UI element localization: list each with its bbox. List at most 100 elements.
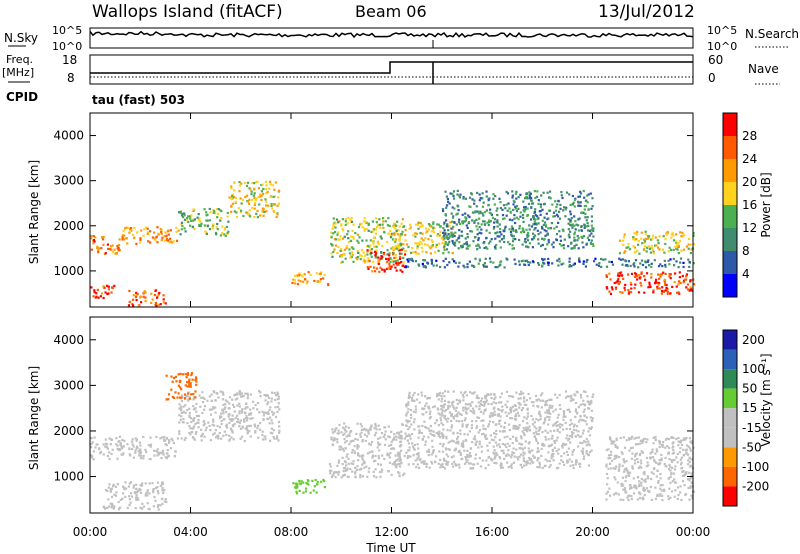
velocity-echo-cell [527,392,530,396]
power-echo-cell [456,193,459,196]
velocity-echo-cell [655,475,658,478]
velocity-echo-cell [658,446,661,449]
power-echo-cell [515,230,518,233]
power-echo-cell [636,278,639,281]
velocity-echo-cell [142,505,146,508]
velocity-echo-cell [266,412,269,415]
power-echo-cell [687,258,690,261]
freq-label-line2: [MHz] [2,66,34,79]
velocity-echo-cell [179,418,182,421]
power-echo-cell [219,209,222,212]
velocity-echo-cell [690,440,693,443]
velocity-echo-cell [266,394,269,397]
velocity-echo-cell [621,483,624,486]
velocity-echo-cell [676,452,679,456]
power-echo-cell [472,240,475,243]
power-echo-cell [206,219,209,222]
velocity-echo-cell [525,403,528,406]
power-echo-cell [624,264,627,267]
power-echo-cell [444,257,447,260]
power-echo-cell [569,242,573,245]
power-echo-cell [600,257,603,261]
power-echo-cell [399,242,402,245]
noise-right-tick-top: 10^5 [707,24,737,37]
velocity-echo-cell [276,391,279,394]
power-echo-cell [692,243,695,246]
power-echo-cell [392,246,395,249]
velocity-echo-cell [116,483,119,486]
power-echo-cell [458,194,461,197]
power-echo-cell [586,258,589,262]
velocity-echo-cell [428,417,431,420]
velocity-echo-cell [148,508,151,511]
power-echo-cell [299,280,302,283]
velocity-echo-cell [614,445,617,448]
power-echo-cell [231,194,234,198]
power-echo-cell [617,278,620,281]
velocity-echo-cell [546,409,549,412]
velocity-echo-cell [588,444,591,447]
power-echo-cell [215,233,218,236]
velocity-echo-cell [261,430,264,433]
power-echo-cell [615,281,618,284]
velocity-echo-cell [387,435,390,438]
velocity-echo-cell [443,399,446,402]
velocity-echo-cell [159,451,162,454]
velocity-echo-cell [371,450,374,453]
power-echo-cell [261,183,264,186]
power-echo-cell [555,233,559,236]
power-echo-cell [150,292,153,295]
velocity-echo-cell [682,448,685,451]
velocity-echo-cell [345,455,348,458]
velocity-echo-cell [244,417,248,420]
velocity-echo-cell [139,484,142,487]
velocity-echo-cell [337,429,340,432]
power-echo-cell [648,283,651,286]
velocity-echo-cell [90,437,93,440]
velocity-echo-cell [139,454,143,457]
power-echo-cell [668,273,671,276]
velocity-echo-cell [426,396,430,400]
velocity-echo-cell [427,454,430,457]
power-echo-cell [507,202,510,205]
velocity-echo-cell [508,395,511,398]
power-echo-cell [398,255,402,258]
power-echo-cell [475,244,478,247]
velocity-echo-cell [464,403,467,406]
power-echo-cell [488,197,491,200]
velocity-echo-cell [456,435,460,438]
velocity-echo-cell [609,456,612,460]
velocity-echo-cell [513,455,516,458]
velocity-echo-cell [570,422,573,425]
velocity-echo-cell [240,435,244,438]
power-echo-cell [511,219,514,222]
velocity-echo-cell [504,421,507,424]
velocity-echo-cell [465,461,468,464]
power-echo-cell [541,264,544,267]
power-echo-cell [181,224,184,228]
velocity-echo-cell [99,450,103,453]
velocity-echo-cell [218,431,221,435]
velocity-echo-cell [442,436,445,440]
velocity-echo-cell [479,410,483,413]
power-echo-cell [149,241,152,244]
velocity-echo-cell [503,430,506,433]
power-echo-cell [99,295,102,298]
velocity-echo-cell [561,444,564,447]
power-echo-cell [591,227,594,230]
velocity-echo-cell [334,476,337,479]
power-echo-cell [334,230,337,234]
power-echo-cell [665,286,668,289]
power-echo-cell [688,237,691,241]
velocity-echo-cell [522,464,526,467]
velocity-echo-cell [566,395,569,398]
power-echo-cell [443,266,446,269]
velocity-echo-cell [493,432,496,435]
power-echo-cell [395,224,398,227]
velocity-echo-cell [390,447,393,450]
power-echo-cell [131,303,134,306]
velocity-echo-cell [509,437,512,441]
power-echo-cell [519,215,522,218]
power-echo-cell [579,190,582,193]
